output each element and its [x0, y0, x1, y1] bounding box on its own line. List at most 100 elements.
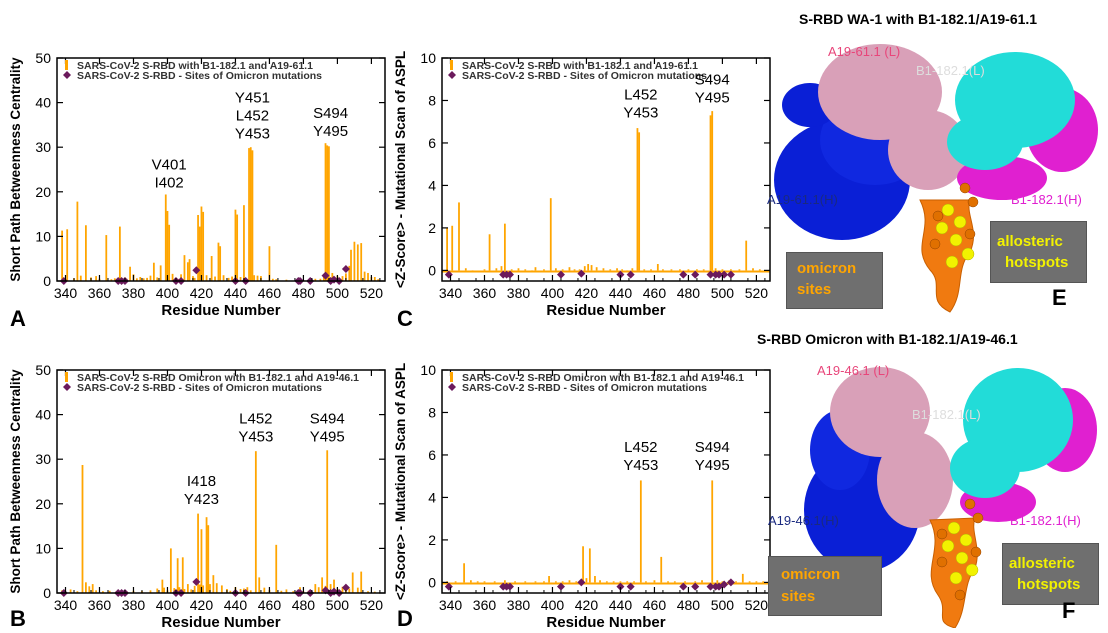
data-bar: [142, 278, 145, 281]
data-bar: [118, 226, 121, 281]
plot-frame: [56, 57, 386, 282]
panel-letter-c: C: [397, 306, 413, 331]
data-bar: [84, 225, 87, 281]
data-bar: [135, 278, 138, 281]
x-tick-label: 500: [326, 597, 350, 613]
mutation-marker: [679, 270, 688, 279]
x-tick-label: 520: [745, 285, 769, 301]
x-tick-label: 360: [88, 285, 112, 301]
data-bar: [554, 581, 557, 583]
x-tick-label: 400: [156, 597, 180, 613]
data-bar: [79, 275, 82, 281]
x-axis-label: Residue Number: [546, 614, 665, 628]
data-bar: [231, 276, 233, 281]
y-tick-label: 10: [420, 362, 436, 378]
x-tick-label: 400: [541, 597, 565, 613]
y-tick-label: 4: [428, 489, 436, 505]
data-bar: [762, 581, 765, 583]
x-tick-label: 460: [258, 285, 282, 301]
structure-e-label-b1-heavy: B1-182.1(H): [1011, 192, 1082, 207]
residue-annotation: Y451: [235, 89, 270, 106]
data-bar: [483, 581, 486, 583]
y-tick-label: 6: [428, 135, 436, 151]
legend-marker-swatch: [448, 71, 456, 79]
data-bar: [360, 243, 363, 281]
structure-e-illustration: [774, 44, 1098, 313]
residue-annotation: L452: [236, 107, 269, 124]
data-bar: [587, 264, 590, 271]
panel-letter-b: B: [10, 606, 26, 631]
data-bar: [239, 276, 242, 281]
x-tick-label: 500: [326, 285, 350, 301]
y-tick-label: 50: [35, 362, 51, 378]
residue-annotation: I402: [155, 174, 184, 191]
legend-marker-swatch: [63, 71, 71, 79]
data-bar: [638, 132, 641, 271]
x-tick-label: 340: [439, 597, 463, 613]
structure-f-label-b1-light: B1-182.1(L): [912, 407, 981, 422]
data-bar: [711, 480, 714, 583]
data-bar: [314, 584, 317, 593]
data-bar: [684, 581, 686, 583]
legend-entry-markers: SARS-CoV-2 S-RBD - Sites of Omicron muta…: [462, 382, 707, 394]
data-bar: [198, 226, 201, 281]
legend-entry-markers: SARS-CoV-2 S-RBD - Sites of Omicron muta…: [77, 382, 322, 394]
data-bar: [360, 571, 363, 593]
mutation-marker: [715, 270, 724, 279]
mutation-marker: [691, 270, 700, 279]
data-bar: [76, 201, 79, 281]
x-tick-label: 460: [258, 597, 282, 613]
data-bar: [548, 576, 550, 583]
y-tick-label: 30: [35, 451, 51, 467]
data-bar: [209, 584, 211, 593]
allosteric-hotspots-box-e: allosteric hotspots: [990, 221, 1087, 283]
data-bar: [186, 262, 189, 281]
data-bar: [464, 268, 467, 271]
mutation-marker: [726, 578, 735, 587]
y-tick-label: 40: [35, 407, 51, 423]
data-bar: [524, 269, 527, 271]
x-tick-label: 520: [360, 285, 384, 301]
x-tick-label: 460: [643, 597, 667, 613]
y-tick-label: 10: [35, 228, 51, 244]
data-bar: [495, 268, 498, 271]
mutation-marker: [726, 270, 735, 279]
data-bar: [377, 279, 380, 281]
legend-marker-swatch: [448, 383, 456, 391]
mutation-marker: [706, 582, 715, 591]
data-bar: [356, 244, 359, 281]
data-bar: [612, 581, 615, 583]
data-bar: [239, 588, 242, 593]
x-tick-label: 440: [609, 597, 633, 613]
mutation-marker: [505, 582, 514, 591]
x-tick-label: 380: [122, 597, 146, 613]
omicron-site-spheres: [929, 182, 979, 250]
data-bar: [583, 266, 586, 271]
data-bar: [321, 577, 324, 593]
data-bar: [594, 576, 596, 583]
b1-light-chain-surface: [950, 368, 1073, 498]
data-bar: [752, 268, 754, 271]
x-tick-label: 480: [292, 597, 316, 613]
data-bar: [176, 558, 179, 593]
data-bar: [205, 275, 208, 281]
legend-bar-swatch: [450, 60, 453, 70]
x-tick-label: 460: [643, 285, 667, 301]
data-bar: [451, 225, 454, 271]
x-tick-label: 480: [292, 285, 316, 301]
x-tick-label: 340: [439, 285, 463, 301]
data-bar: [653, 580, 656, 583]
x-tick-label: 440: [224, 285, 248, 301]
data-bar: [367, 591, 369, 593]
data-bar: [91, 584, 94, 593]
x-tick-label: 380: [507, 597, 531, 613]
structure-f-illustration: [804, 367, 1097, 628]
data-bar: [326, 450, 329, 593]
data-bar: [156, 588, 159, 593]
panel-letter-e: E: [1052, 285, 1067, 310]
data-bar: [454, 581, 457, 583]
data-bar: [714, 268, 717, 271]
data-bar: [500, 266, 503, 271]
mutation-marker: [626, 582, 635, 591]
data-bar: [590, 265, 593, 271]
